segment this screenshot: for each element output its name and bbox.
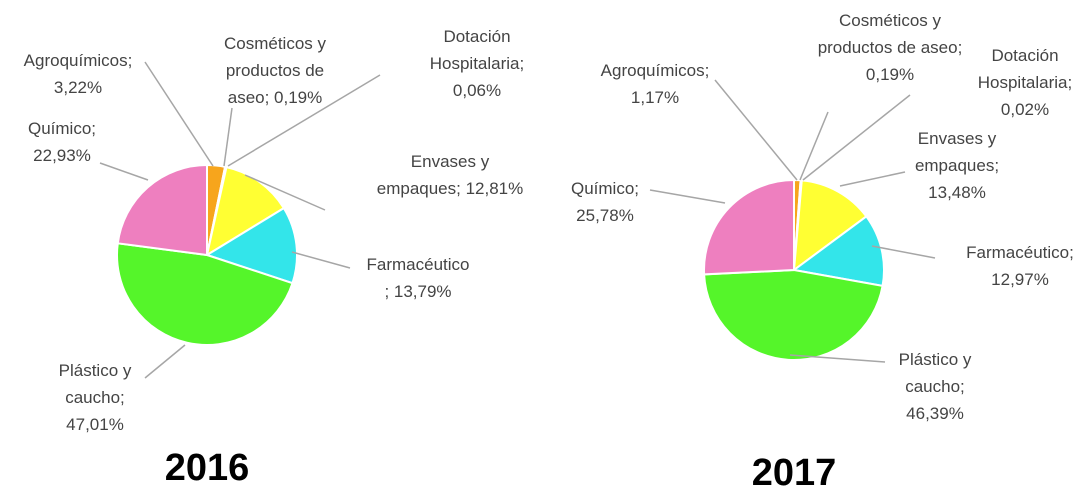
data-label: Plástico y caucho; 46,39% — [899, 350, 972, 423]
data-label-line: 0,19% — [866, 65, 914, 84]
leader-line — [649, 189, 726, 204]
data-label-line: Plástico y — [899, 350, 972, 369]
data-label: Cosméticos y productos de aseo; 0,19% — [818, 11, 963, 84]
data-label-line: Cosméticos y — [224, 34, 327, 53]
leader-line — [789, 354, 886, 363]
data-label-line: Hospitalaria; — [430, 54, 525, 73]
leader-line — [871, 245, 936, 259]
chart-title: 2017 — [752, 452, 837, 494]
data-label-line: Farmacéutico — [367, 255, 470, 274]
data-label-line: Envases y — [411, 152, 490, 171]
data-label-line: 0,06% — [453, 81, 501, 100]
pie-slice — [116, 242, 294, 346]
leader-line — [223, 107, 233, 167]
leader-line — [714, 79, 798, 181]
pie-slice — [703, 178, 795, 276]
data-label-line: 12,97% — [991, 270, 1049, 289]
data-label-line: Agroquímicos; — [601, 61, 710, 80]
data-label-line: Cosméticos y — [839, 11, 942, 30]
data-label-line: Químico; — [571, 179, 639, 198]
data-label: Dotación Hospitalaria; 0,06% — [430, 27, 525, 100]
data-label-line: empaques; — [915, 156, 999, 175]
data-label: Químico; 25,78% — [571, 179, 639, 225]
data-label-line: Plástico y — [59, 361, 132, 380]
data-label-line: Hospitalaria; — [978, 73, 1073, 92]
pie-slice — [792, 179, 868, 273]
data-label: Dotación Hospitalaria; 0,02% — [978, 46, 1073, 119]
data-label: Agroquímicos; 1,17% — [601, 61, 710, 107]
leader-line — [802, 94, 911, 181]
leader-line — [799, 111, 829, 181]
pie-slice — [791, 215, 885, 288]
chart-title: 2016 — [165, 447, 250, 489]
data-label-line: Químico; — [28, 119, 96, 138]
data-label-line: caucho; — [905, 377, 965, 396]
data-label-line: Envases y — [918, 129, 997, 148]
data-label-line: 1,17% — [631, 88, 679, 107]
data-label-line: productos de aseo; — [818, 38, 963, 57]
leader-line — [99, 162, 149, 181]
leader-line — [144, 61, 214, 167]
data-label-line: 47,01% — [66, 415, 124, 434]
data-label-line: 46,39% — [906, 404, 964, 423]
data-label: Envases y empaques; 13,48% — [915, 129, 999, 202]
data-label-line: caucho; — [65, 388, 125, 407]
data-label: Envases y empaques; 12,81% — [377, 152, 524, 198]
pie-slice — [204, 206, 298, 285]
data-label-line: 25,78% — [576, 206, 634, 225]
data-label: Farmacéutico ; 13,79% — [367, 255, 470, 301]
data-label-line: 3,22% — [54, 78, 102, 97]
data-label: Químico; 22,93% — [28, 119, 96, 165]
data-label: Agroquímicos; 3,22% — [24, 51, 133, 97]
data-label-line: Dotación — [443, 27, 510, 46]
data-label-line: Farmacéutico; — [966, 243, 1074, 262]
data-label: Cosméticos y productos de aseo; 0,19% — [224, 34, 327, 107]
data-label-line: empaques; 12,81% — [377, 179, 524, 198]
data-label-line: 13,48% — [928, 183, 986, 202]
leader-line — [144, 344, 186, 379]
data-label-line: 22,93% — [33, 146, 91, 165]
data-label-line: aseo; 0,19% — [228, 88, 323, 107]
data-label-line: Agroquímicos; — [24, 51, 133, 70]
pie-slice — [703, 268, 884, 361]
data-label-line: productos de — [226, 61, 324, 80]
data-label: Farmacéutico; 12,97% — [966, 243, 1074, 289]
pie-slice — [116, 163, 208, 257]
data-label-line: 0,02% — [1001, 100, 1049, 119]
data-label-line: Dotación — [991, 46, 1058, 65]
leader-line — [244, 174, 326, 211]
leader-line — [227, 74, 381, 167]
leader-line — [291, 251, 351, 269]
data-label-line: ; 13,79% — [384, 282, 451, 301]
data-label: Plástico y caucho; 47,01% — [59, 361, 132, 434]
leader-line — [839, 171, 906, 187]
